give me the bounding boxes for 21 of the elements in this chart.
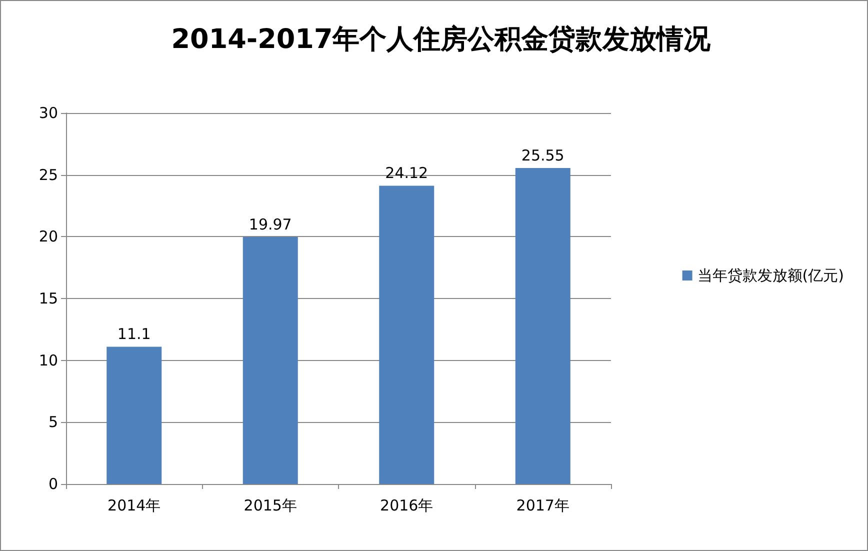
y-tick-label: 15	[38, 290, 58, 308]
y-tick-label: 10	[38, 351, 58, 370]
x-tick-label: 2014年	[108, 496, 161, 514]
bar	[242, 237, 298, 484]
y-tick-label: 30	[38, 104, 58, 122]
data-label: 25.55	[521, 146, 564, 165]
y-tick-label: 5	[48, 413, 58, 432]
bar	[106, 346, 162, 484]
chart-title: 2014-2017年个人住房公积金贷款发放情况	[171, 24, 712, 55]
y-tick-label: 25	[38, 166, 58, 184]
x-tick-label: 2016年	[380, 496, 434, 514]
bar	[515, 168, 570, 484]
bar	[379, 186, 434, 484]
data-label: 19.97	[248, 216, 292, 234]
data-label: 11.1	[117, 325, 151, 344]
y-tick-label: 0	[48, 475, 58, 493]
legend-label: 当年贷款发放额(亿元)	[697, 266, 844, 284]
data-label: 24.12	[385, 164, 428, 182]
x-tick-label: 2017年	[516, 496, 570, 514]
x-tick-label: 2015年	[244, 496, 297, 514]
y-tick-label: 20	[38, 228, 58, 246]
